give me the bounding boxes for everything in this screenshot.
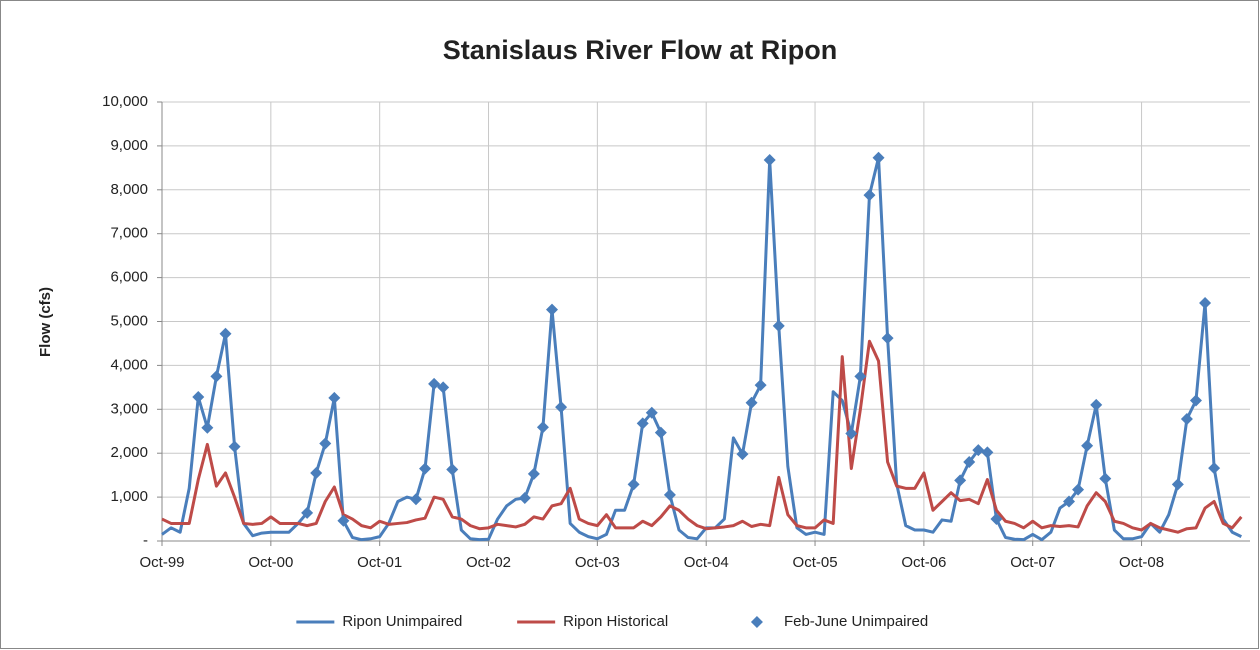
diamond-marker [736, 448, 749, 461]
diamond-marker [1208, 462, 1221, 475]
series-line [161, 156, 1242, 542]
diamond-marker [1199, 297, 1212, 310]
legend-label: Ripon Unimpaired [342, 613, 462, 630]
y-tick-label: 5,000 [110, 312, 148, 329]
y-tick-label: 1,000 [110, 488, 148, 505]
diamond-marker [636, 417, 649, 430]
y-tick-label: 7,000 [110, 225, 148, 242]
diamond-marker [981, 446, 994, 459]
diamond-marker [627, 478, 640, 491]
diamond-marker [654, 426, 667, 439]
diamond-marker [228, 440, 241, 453]
diamond-marker [972, 444, 985, 457]
x-tick-label: Oct-05 [793, 554, 838, 571]
diamond-marker [1090, 398, 1103, 411]
diamond-marker [428, 377, 441, 390]
diamond-marker [1072, 483, 1085, 496]
x-tick-label: Oct-02 [466, 554, 511, 571]
legend: Ripon Unimpaired Ripon Historical Feb-June… [296, 613, 928, 630]
y-tick-label: 4,000 [110, 356, 148, 373]
diamond-marker [772, 319, 785, 332]
diamond-marker [863, 189, 876, 202]
legend-label: Feb-June Unimpaired [784, 613, 928, 630]
diamond-marker [518, 491, 531, 504]
diamond-marker [872, 151, 885, 164]
diamond-marker [745, 396, 758, 409]
x-tick-label: Oct-03 [575, 554, 620, 571]
y-axis-title: Flow (cfs) [37, 287, 54, 357]
diamond-marker [301, 506, 314, 519]
diamond-marker [881, 332, 894, 345]
y-tick-label: 2,000 [110, 444, 148, 461]
diamond-marker [990, 513, 1003, 526]
diamond-marker [754, 379, 767, 392]
y-tick-label: 10,000 [102, 93, 148, 110]
x-tick-label: Oct-06 [901, 554, 946, 571]
diamond-marker [219, 327, 232, 340]
diamond-marker [645, 406, 658, 419]
diamond-marker [1189, 394, 1202, 407]
legend-swatch [750, 616, 763, 628]
diamond-marker [1180, 412, 1193, 425]
legend-label: Ripon Historical [563, 613, 668, 630]
diamond-marker [854, 370, 867, 383]
x-tick-label: Oct-00 [248, 554, 293, 571]
diamond-marker [319, 437, 332, 450]
y-tick-label: 3,000 [110, 400, 148, 417]
diamond-marker [845, 427, 858, 440]
diamond-marker [446, 463, 459, 476]
diamond-marker [192, 391, 205, 404]
diamond-marker [663, 488, 676, 501]
diamond-marker [328, 391, 341, 404]
chart-title: Stanislaus River Flow at Ripon [443, 35, 838, 65]
diamond-marker [963, 455, 976, 468]
y-tick-label: 9,000 [110, 137, 148, 154]
series-line [161, 339, 1243, 534]
diamond-marker [1171, 478, 1184, 491]
diamond-marker [1099, 472, 1112, 485]
x-tick-label: Oct-99 [139, 554, 184, 571]
diamond-marker [310, 466, 323, 479]
diamond-marker [1081, 439, 1094, 452]
diamond-marker [954, 474, 967, 487]
x-tick-label: Oct-04 [684, 554, 729, 571]
y-tick-label: - [143, 532, 148, 549]
diamond-marker [210, 370, 223, 383]
diamond-marker [337, 514, 350, 527]
y-tick-label: 8,000 [110, 181, 148, 198]
x-tick-label: Oct-08 [1119, 554, 1164, 571]
diamond-marker [546, 303, 559, 316]
diamond-marker [419, 462, 432, 475]
diamond-marker [527, 467, 540, 480]
diamond-marker [201, 421, 214, 434]
y-tick-label: 6,000 [110, 269, 148, 286]
x-tick-label: Oct-07 [1010, 554, 1055, 571]
diamond-marker [555, 401, 568, 414]
diamond-marker [763, 153, 776, 166]
x-tick-label: Oct-01 [357, 554, 402, 571]
diamond-marker [536, 421, 549, 434]
diamond-marker [409, 493, 422, 506]
diamond-marker [1063, 495, 1075, 508]
diamond-marker [437, 381, 450, 394]
